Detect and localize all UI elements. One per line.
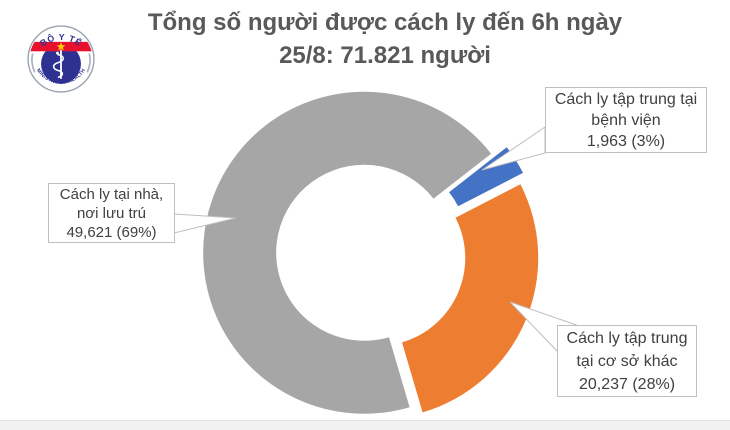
- pie-slice-home: [203, 91, 492, 414]
- callout-home-line1: Cách ly tại nhà,: [59, 185, 164, 203]
- callout-other-value: 20,237 (28%): [578, 375, 676, 393]
- callout-home-line2: nơi lưu trú: [76, 204, 147, 222]
- svg-text:BỘ Y TẾ: BỘ Y TẾ: [38, 32, 84, 49]
- ministry-of-health-logo: BỘ Y TẾ MINISTRY OF HEALTH: [27, 25, 95, 93]
- chart-title: Tổng số người được cách ly đến 6h ngày 2…: [40, 6, 730, 72]
- logo-star-icon: [56, 42, 66, 51]
- callout-label-home: Cách ly tại nhà, nơi lưu trú 49,621 (69%…: [48, 183, 175, 243]
- callout-hospital-line2: bệnh viện: [591, 111, 661, 129]
- pie-slice-other-facilities: [402, 184, 539, 413]
- callout-hospital-value: 1,963 (3%): [586, 132, 666, 150]
- logo-top-text: BỘ Y TẾ: [38, 32, 83, 49]
- callout-label-other-facilities: Cách ly tập trung tại cơ sở khác 20,237 …: [557, 325, 697, 397]
- callout-home-value: 49,621 (69%): [66, 223, 157, 241]
- callout-other-line2: tại cơ sở khác: [576, 352, 678, 370]
- callout-label-hospital: Cách ly tập trung tại bệnh viện 1,963 (3…: [545, 87, 707, 153]
- callout-hospital-line1: Cách ly tập trung tại: [554, 90, 698, 108]
- logo-right-arc: [86, 53, 91, 73]
- bottom-edge-strip: [0, 420, 730, 430]
- chart-title-line1: Tổng số người được cách ly đến 6h ngày: [147, 9, 623, 36]
- chart-title-line2: 25/8: 71.821 người: [279, 42, 491, 69]
- logo-rod-of-asclepius-icon: [52, 49, 65, 79]
- callout-other-line1: Cách ly tập trung: [566, 329, 688, 347]
- pie-slices-group: [203, 91, 539, 414]
- logo-left-arc: [31, 53, 36, 73]
